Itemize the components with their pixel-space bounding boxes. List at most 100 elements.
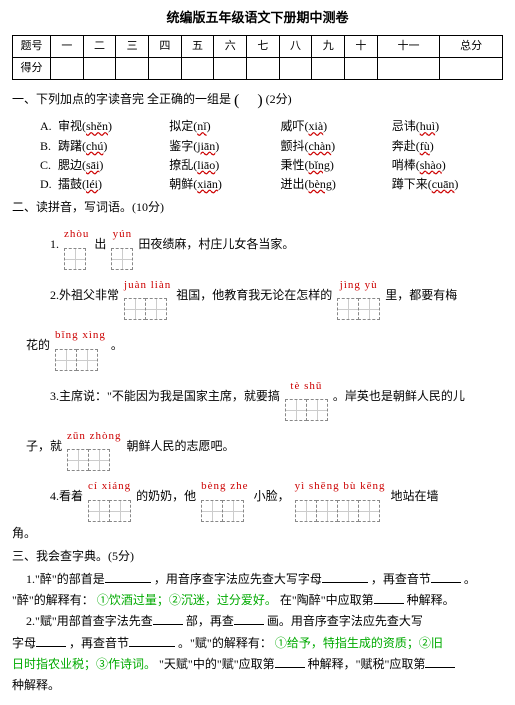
char-grid bbox=[285, 399, 328, 421]
char-cell[interactable] bbox=[88, 449, 110, 471]
score-cell[interactable] bbox=[345, 57, 378, 79]
char-cell[interactable] bbox=[316, 500, 338, 522]
pinyin-box: tè shū bbox=[285, 373, 328, 421]
score-cell[interactable] bbox=[149, 57, 182, 79]
score-cell[interactable] bbox=[247, 57, 280, 79]
score-header-cell: 三 bbox=[116, 35, 149, 57]
q2-s4: 4.看着 cí xiáng 的奶奶，他 bèng zhe 小脸， yì shēn… bbox=[26, 473, 503, 521]
char-cell[interactable] bbox=[285, 399, 307, 421]
blank[interactable] bbox=[129, 635, 175, 647]
char-cell[interactable] bbox=[295, 500, 317, 522]
score-cell[interactable] bbox=[440, 57, 503, 79]
text: 1."醉"的部首是 bbox=[26, 572, 105, 586]
option-lead: C. bbox=[40, 156, 58, 175]
char-cell[interactable] bbox=[76, 349, 98, 371]
score-cell[interactable] bbox=[214, 57, 247, 79]
score-header-cell: 七 bbox=[247, 35, 280, 57]
text: 子，就 bbox=[26, 439, 62, 453]
char-grid bbox=[64, 248, 89, 270]
text: 3.主席说："不能因为我是国家主席，就要搞 bbox=[50, 388, 280, 402]
pinyin-box: yún bbox=[111, 221, 133, 269]
pinyin-text: juàn liàn bbox=[124, 272, 171, 298]
score-header-cell: 题号 bbox=[13, 35, 51, 57]
score-cell[interactable] bbox=[312, 57, 345, 79]
blank[interactable] bbox=[105, 571, 151, 583]
text: 花的 bbox=[26, 338, 50, 352]
pinyin-box: jìng yù bbox=[337, 272, 380, 320]
text: "天赋"中的"赋"应取第 bbox=[159, 657, 275, 671]
option-item: 颤抖(chàn) bbox=[281, 137, 392, 156]
char-cell[interactable] bbox=[55, 349, 77, 371]
q1-header: 一、下列加点的字读音完 全正确的一组是 ( ) (2分) bbox=[12, 88, 503, 114]
q2-header: 二、读拼音，写词语。(10分) bbox=[12, 198, 503, 217]
text: 朝鲜人民的志愿吧。 bbox=[127, 439, 235, 453]
char-grid bbox=[295, 500, 386, 522]
q1-option-row: B.踌躇(chú)鉴字(jiān)颤抖(chàn)奔赴(fù) bbox=[40, 137, 503, 156]
option-item: 踌躇(chú) bbox=[58, 137, 169, 156]
text: ，再查音节 bbox=[371, 572, 431, 586]
q2-s2: 2.外祖父非常 juàn liàn 祖国，他教育我无论在怎样的 jìng yù … bbox=[26, 272, 503, 320]
blank[interactable] bbox=[431, 571, 461, 583]
char-cell[interactable] bbox=[337, 500, 359, 522]
blank[interactable] bbox=[36, 635, 66, 647]
q1-option-row: C.腮边(sāi)撩乱(liāo)秉性(bǐng)哨棒(shào) bbox=[40, 156, 503, 175]
text: 2."赋"用部首查字法先查 bbox=[26, 614, 153, 628]
q3-l1: 1."醉"的部首是 ，用音序查字法应先查大写字母 ，再查音节 。 bbox=[26, 570, 503, 589]
q1-option-row: A.审视(shěn)拟定(nǐ)威吓(xià)忌讳(huì) bbox=[40, 117, 503, 136]
score-cell[interactable] bbox=[279, 57, 312, 79]
char-cell[interactable] bbox=[124, 298, 146, 320]
char-cell[interactable] bbox=[222, 500, 244, 522]
text: 。 bbox=[464, 572, 476, 586]
text: 里，都要有梅 bbox=[385, 288, 457, 302]
char-cell[interactable] bbox=[358, 500, 380, 522]
char-grid bbox=[67, 449, 122, 471]
text: 2.外祖父非常 bbox=[50, 288, 119, 302]
score-cell[interactable] bbox=[181, 57, 214, 79]
text: 字母 bbox=[12, 636, 36, 650]
score-header-cell: 五 bbox=[181, 35, 214, 57]
option-item: 撩乱(liāo) bbox=[169, 156, 280, 175]
char-cell[interactable] bbox=[145, 298, 167, 320]
score-cell[interactable] bbox=[116, 57, 149, 79]
char-grid bbox=[201, 500, 248, 522]
score-cell[interactable] bbox=[377, 57, 440, 79]
text: 田夜绩麻，村庄儿女各当家。 bbox=[138, 237, 294, 251]
q3-l3: 2."赋"用部首查字法先查 部，再查 画。用音序查字法应先查大写 bbox=[26, 612, 503, 631]
blank[interactable] bbox=[275, 656, 305, 668]
blank[interactable] bbox=[322, 571, 368, 583]
option-item: 迸出(bèng) bbox=[281, 175, 392, 194]
char-cell[interactable] bbox=[337, 298, 359, 320]
pinyin-box: bèng zhe bbox=[201, 473, 248, 521]
char-cell[interactable] bbox=[358, 298, 380, 320]
blank[interactable] bbox=[153, 613, 183, 625]
char-cell[interactable] bbox=[306, 399, 328, 421]
char-cell[interactable] bbox=[201, 500, 223, 522]
char-cell[interactable] bbox=[88, 500, 110, 522]
option-item: 蹲下来(cuān) bbox=[392, 175, 503, 194]
char-grid bbox=[337, 298, 380, 320]
pinyin-text: zūn zhòng bbox=[67, 423, 122, 449]
text: "醉"的解释有： bbox=[12, 593, 94, 607]
char-grid bbox=[55, 349, 106, 371]
text: 。 bbox=[111, 338, 123, 352]
char-cell[interactable] bbox=[64, 248, 86, 270]
char-cell[interactable] bbox=[109, 500, 131, 522]
score-header-cell: 二 bbox=[83, 35, 116, 57]
score-cell[interactable] bbox=[83, 57, 116, 79]
text: 1. bbox=[50, 237, 59, 251]
char-cell[interactable] bbox=[111, 248, 133, 270]
paren-r: ) bbox=[257, 92, 262, 109]
score-cell[interactable] bbox=[51, 57, 84, 79]
char-cell[interactable] bbox=[67, 449, 89, 471]
text: 画。用音序查字法应先查大写 bbox=[267, 614, 423, 628]
blank[interactable] bbox=[425, 656, 455, 668]
blank[interactable] bbox=[234, 613, 264, 625]
option-item: 审视(shěn) bbox=[58, 117, 169, 136]
option-item: 忌讳(huì) bbox=[392, 117, 503, 136]
pinyin-box: zūn zhòng bbox=[67, 423, 122, 471]
q3-l5: 日时指农业税；③作诗词。 "天赋"中的"赋"应取第 种解释，"赋税"应取第 bbox=[12, 655, 503, 674]
blank[interactable] bbox=[374, 592, 404, 604]
q3-l2: "醉"的解释有： ①饮酒过量；②沉迷，过分爱好。 在"陶醉"中应取第 种解释。 bbox=[12, 591, 503, 610]
text: 在"陶醉"中应取第 bbox=[280, 593, 374, 607]
text: 4.看着 bbox=[50, 489, 83, 503]
